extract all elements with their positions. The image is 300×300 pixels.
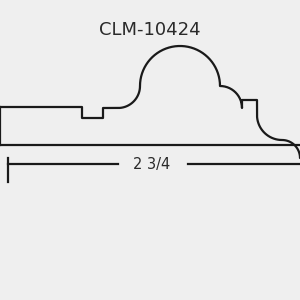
Text: 2 3/4: 2 3/4 xyxy=(134,157,171,172)
Text: CLM-10424: CLM-10424 xyxy=(99,21,201,39)
